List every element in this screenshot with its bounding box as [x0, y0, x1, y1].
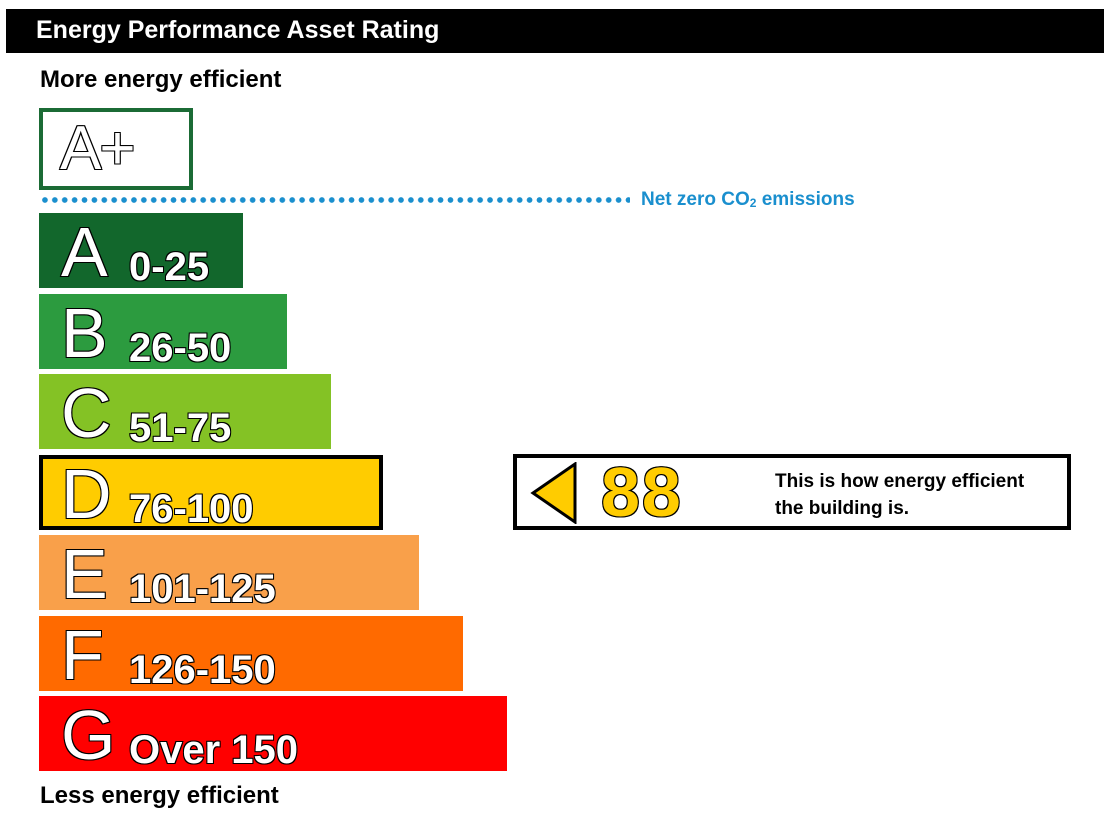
net-zero-dotted-line: [40, 196, 630, 204]
band-range-g: Over 150: [128, 727, 299, 773]
band-letter-c: C: [60, 374, 113, 452]
net-zero-label-suffix: emissions: [756, 189, 855, 210]
net-zero-label-subscript: 2: [749, 196, 757, 210]
rating-band-e: E 101-125: [39, 535, 419, 613]
rating-band-f: F 126-150: [39, 616, 463, 694]
band-range-b: 26-50: [128, 325, 232, 371]
page-title: Energy Performance Asset Rating: [36, 16, 440, 44]
band-letter-e: E: [60, 535, 109, 613]
rating-band-c: C 51-75: [39, 374, 331, 452]
rating-indicator: 88 This is how energy efficient the buil…: [513, 453, 1071, 531]
band-range-a: 0-25: [128, 244, 210, 290]
rating-score: 88: [600, 453, 683, 531]
band-letter-b: B: [60, 294, 109, 372]
rating-band-g: G Over 150: [39, 696, 507, 774]
rating-message-line-1: This is how energy efficient: [775, 471, 1025, 492]
more-efficient-label: More energy efficient: [40, 66, 282, 93]
net-zero-label-prefix: Net zero CO: [641, 189, 750, 210]
band-letter-d: D: [60, 455, 113, 533]
band-range-c: 51-75: [128, 405, 232, 451]
rating-message: This is how energy efficient the buildin…: [775, 468, 1065, 522]
band-range-e: 101-125: [128, 566, 277, 612]
net-zero-rating-letter: A+: [59, 114, 137, 183]
band-letter-f: F: [60, 616, 105, 694]
net-zero-label: Net zero CO2 emissions: [641, 189, 855, 211]
less-efficient-label: Less energy efficient: [40, 782, 279, 809]
title-bar: Energy Performance Asset Rating: [6, 9, 1104, 53]
band-range-d: 76-100: [128, 486, 255, 532]
rating-band-d: D 76-100: [39, 455, 383, 533]
band-range-f: 126-150: [128, 647, 277, 693]
net-zero-rating-box: A+: [39, 108, 193, 190]
rating-message-line-2: the building is.: [775, 498, 910, 519]
band-letter-g: G: [60, 696, 116, 774]
rating-band-a: A 0-25: [39, 213, 243, 291]
pointer-arrow-icon: [530, 462, 577, 524]
rating-band-b: B 26-50: [39, 294, 287, 372]
band-letter-a: A: [60, 213, 109, 291]
